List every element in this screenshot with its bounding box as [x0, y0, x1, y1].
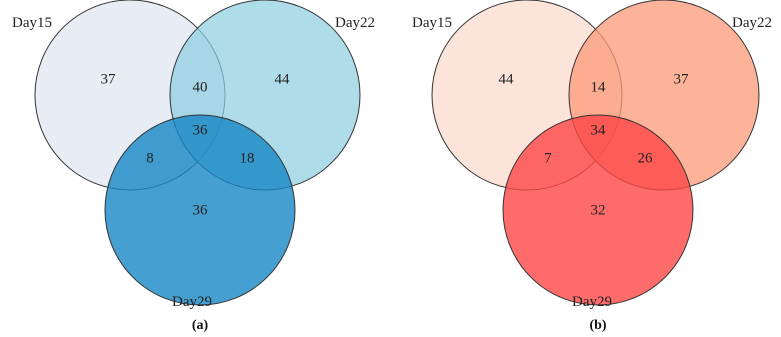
count-day29-only-b: 32: [591, 202, 606, 218]
circle-day29-a: [104, 114, 296, 306]
label-day22-a: Day22: [335, 15, 375, 31]
panel-caption-b: (b): [589, 318, 606, 333]
count-day15-day29-b: 7: [544, 150, 552, 166]
count-day22-only-a: 44: [275, 71, 291, 87]
label-day15-a: Day15: [12, 15, 52, 31]
count-day22-day29-a: 18: [240, 150, 255, 166]
count-day15-day22-b: 14: [591, 79, 607, 95]
circle-day29-b: [502, 114, 694, 306]
panel-caption-a: (a): [192, 318, 209, 333]
label-day29-a: Day29: [172, 294, 212, 310]
label-day15-b: Day15: [412, 15, 452, 31]
count-all-three-a: 36: [193, 122, 209, 138]
count-day22-day29-b: 26: [638, 150, 654, 166]
count-day29-only-a: 36: [193, 202, 209, 218]
count-day15-only-b: 44: [499, 71, 515, 87]
venn-panel-a: Day15 Day22 Day29 37 44 40 36 8 18 36 (a…: [12, 0, 375, 333]
count-day15-day22-a: 40: [193, 79, 208, 95]
count-day22-only-b: 37: [674, 71, 690, 87]
count-all-three-b: 34: [591, 122, 607, 138]
venn-panel-b: Day15 Day22 Day29 44 37 14 34 7 26 32 (b…: [412, 0, 772, 333]
label-day29-b: Day29: [572, 294, 612, 310]
count-day15-only-a: 37: [101, 71, 117, 87]
label-day22-b: Day22: [732, 15, 772, 31]
count-day15-day29-a: 8: [146, 150, 154, 166]
